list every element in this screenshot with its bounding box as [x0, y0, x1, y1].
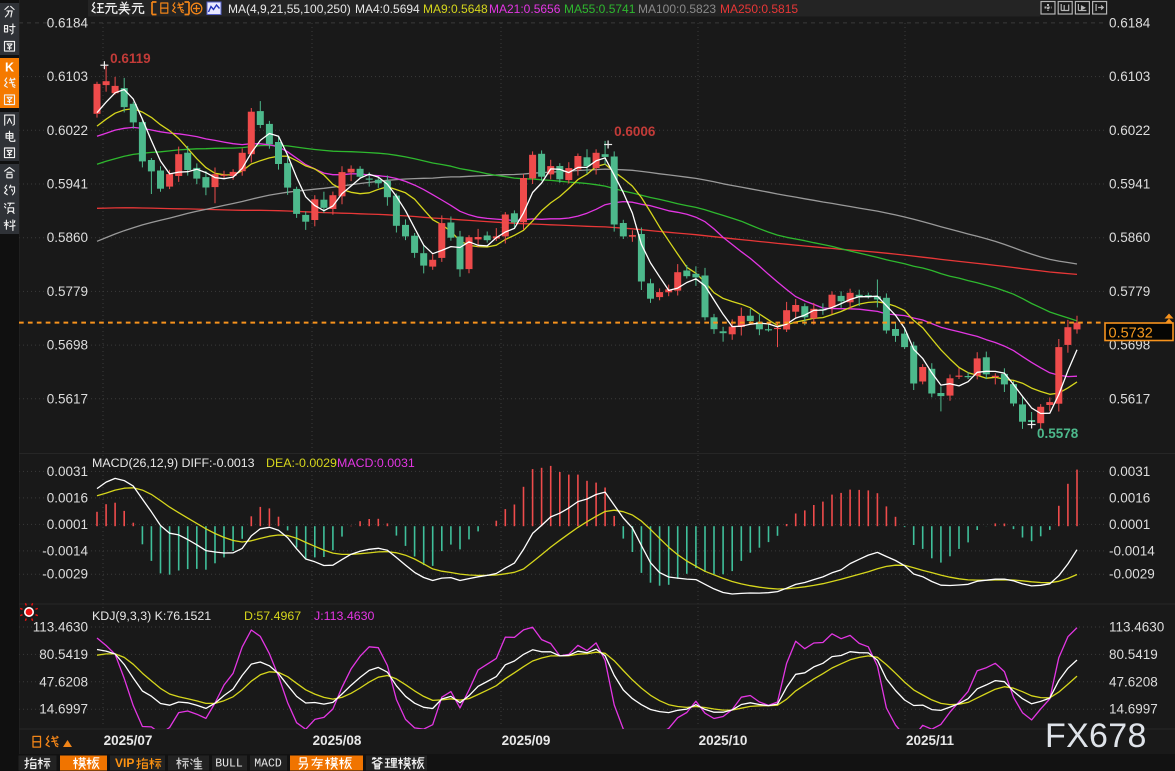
- svg-text:-0.0029: -0.0029: [1109, 567, 1155, 582]
- svg-text:2025/11: 2025/11: [906, 733, 955, 748]
- svg-text:47.6208: 47.6208: [1109, 674, 1158, 689]
- svg-text:0.6119: 0.6119: [110, 51, 151, 66]
- svg-text:VIP: VIP: [115, 756, 134, 770]
- svg-text:0.6184: 0.6184: [1109, 15, 1151, 30]
- svg-text:0.5941: 0.5941: [1109, 177, 1150, 192]
- svg-text:0.5779: 0.5779: [1109, 284, 1150, 299]
- svg-text:80.5419: 80.5419: [1109, 647, 1158, 662]
- svg-text:0.5779: 0.5779: [47, 284, 88, 299]
- svg-text:MACD:0.0031: MACD:0.0031: [337, 456, 415, 470]
- svg-text:DEA:-0.0029: DEA:-0.0029: [266, 456, 337, 470]
- svg-text:0.5732: 0.5732: [1109, 326, 1153, 342]
- svg-text:D:57.4967: D:57.4967: [244, 609, 301, 623]
- svg-text:MA21:0.5656: MA21:0.5656: [489, 2, 561, 16]
- svg-text:0.5698: 0.5698: [47, 338, 88, 353]
- svg-text:0.5941: 0.5941: [47, 177, 88, 192]
- svg-text:0.0001: 0.0001: [47, 517, 88, 532]
- svg-text:0.0016: 0.0016: [47, 490, 88, 505]
- svg-text:0.0031: 0.0031: [1109, 464, 1150, 479]
- svg-text:-0.0014: -0.0014: [1109, 543, 1155, 558]
- svg-text:113.4630: 113.4630: [1109, 620, 1164, 635]
- svg-text:80.5419: 80.5419: [39, 647, 88, 662]
- svg-text:0.6022: 0.6022: [1109, 123, 1150, 138]
- svg-text:0.5617: 0.5617: [1109, 391, 1150, 406]
- svg-text:0.6006: 0.6006: [614, 124, 656, 139]
- svg-text:0.5860: 0.5860: [1109, 230, 1150, 245]
- svg-text:0.5617: 0.5617: [47, 391, 88, 406]
- svg-text:0.6022: 0.6022: [47, 123, 88, 138]
- svg-text:J:113.4630: J:113.4630: [314, 609, 375, 623]
- svg-text:0.5860: 0.5860: [47, 230, 88, 245]
- svg-text:2025/07: 2025/07: [104, 733, 153, 748]
- svg-text:MA250:0.5815: MA250:0.5815: [720, 2, 798, 16]
- svg-text:FX678: FX678: [1045, 717, 1147, 755]
- svg-text:MA4:0.5694: MA4:0.5694: [355, 2, 420, 16]
- svg-text:2025/08: 2025/08: [313, 733, 362, 748]
- svg-text:MA55:0.5741: MA55:0.5741: [564, 2, 636, 16]
- svg-text:KDJ(9,3,3) K:76.1521: KDJ(9,3,3) K:76.1521: [92, 609, 211, 623]
- svg-text:MA100:0.5823: MA100:0.5823: [638, 2, 716, 16]
- svg-text:MACD: MACD: [254, 758, 282, 771]
- svg-text:MA9:0.5648: MA9:0.5648: [423, 2, 488, 16]
- svg-text:MACD(26,12,9) DIFF:-0.0013: MACD(26,12,9) DIFF:-0.0013: [92, 456, 255, 470]
- svg-text:0.0001: 0.0001: [1109, 517, 1150, 532]
- svg-text:0.6103: 0.6103: [1109, 69, 1150, 84]
- svg-text:47.6208: 47.6208: [39, 674, 88, 689]
- svg-text:K: K: [5, 60, 14, 74]
- svg-text:2025/10: 2025/10: [699, 733, 748, 748]
- svg-text:0.6103: 0.6103: [47, 69, 88, 84]
- svg-text:0.5698: 0.5698: [1109, 338, 1150, 353]
- svg-text:-0.0029: -0.0029: [42, 567, 88, 582]
- svg-text:0.0031: 0.0031: [47, 464, 88, 479]
- svg-text:14.6997: 14.6997: [1109, 702, 1158, 717]
- svg-text:113.4630: 113.4630: [33, 620, 88, 635]
- svg-text:0.5578: 0.5578: [1037, 426, 1079, 441]
- svg-text:2025/09: 2025/09: [502, 733, 551, 748]
- svg-text:MA(4,9,21,55,100,250): MA(4,9,21,55,100,250): [228, 2, 351, 16]
- svg-text:BULL: BULL: [215, 758, 243, 771]
- svg-text:-0.0014: -0.0014: [42, 543, 88, 558]
- svg-text:14.6997: 14.6997: [39, 702, 88, 717]
- svg-text:0.0016: 0.0016: [1109, 490, 1150, 505]
- svg-text:0.6184: 0.6184: [47, 15, 89, 30]
